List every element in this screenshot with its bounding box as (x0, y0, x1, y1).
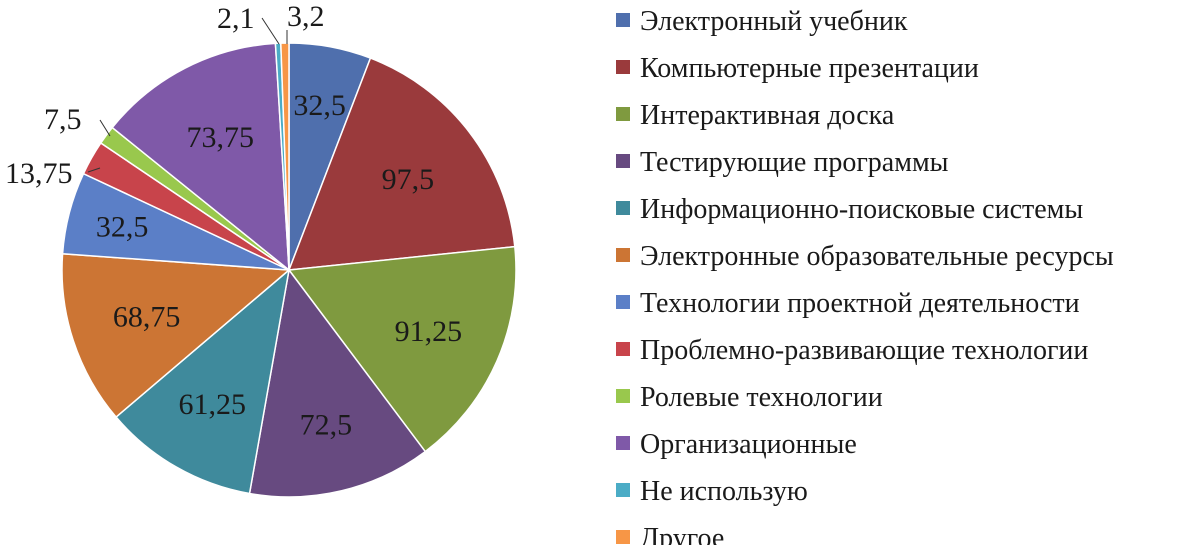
legend-swatch (616, 389, 630, 403)
legend-swatch (616, 295, 630, 309)
legend-swatch (616, 201, 630, 215)
legend-swatch (616, 154, 630, 168)
legend-swatch (616, 436, 630, 450)
data-label: 97,5 (382, 163, 435, 196)
leader-line (99, 119, 111, 137)
legend-label: Компьютерные презентации (640, 53, 979, 84)
legend-label: Проблемно-развивающие технологии (640, 335, 1088, 366)
pie-slice (61, 252, 291, 419)
data-label: 72,5 (300, 409, 353, 442)
legend-label: Электронные образовательные ресурсы (640, 241, 1114, 272)
data-label: 32,5 (96, 211, 149, 244)
data-label: 2,1 (217, 2, 255, 35)
data-label: 61,25 (178, 388, 246, 421)
legend-label: Электронный учебник (640, 6, 908, 37)
legend-label: Тестирующие программы (640, 147, 949, 178)
leader-line (261, 17, 280, 45)
legend-label: Ролевые технологии (640, 382, 883, 413)
legend-swatch (616, 60, 630, 74)
legend-label: Организационные (640, 429, 857, 460)
pie-slice (287, 57, 516, 271)
data-label: 13,75 (5, 157, 73, 190)
legend-swatch (616, 13, 630, 27)
pie-slice (248, 268, 427, 498)
data-label: 7,5 (44, 103, 82, 136)
pie-slices (61, 42, 517, 498)
legend-label: Технологии проектной деятельности (640, 288, 1080, 319)
legend-label: Другое (640, 523, 724, 545)
legend-swatch (616, 342, 630, 356)
data-label: 3,2 (287, 0, 325, 33)
legend-swatch (616, 107, 630, 121)
pie-slice (111, 42, 290, 272)
legend-label: Не использую (640, 476, 808, 507)
data-label: 68,75 (113, 301, 181, 334)
legend-label: Информационно-поисковые системы (640, 194, 1083, 225)
leader-line (87, 167, 101, 173)
data-label: 32,5 (293, 89, 346, 122)
pie-slice (287, 245, 517, 453)
legend: Электронный учебник Компьютерные презента… (616, 6, 1114, 545)
leader-lines (87, 17, 288, 173)
legend-swatch (616, 483, 630, 497)
data-label: 73,75 (187, 121, 255, 154)
pie-slice (115, 268, 291, 495)
legend-swatch (616, 530, 630, 544)
legend-label: Интерактивная доска (640, 100, 895, 131)
data-label: 91,25 (395, 315, 463, 348)
data-labels: 32,5 97,5 91,25 72,5 61,25 68,75 32,5 13,75 7,5 7… (5, 0, 462, 442)
legend-swatch (616, 248, 630, 262)
pie-slice (280, 42, 290, 271)
